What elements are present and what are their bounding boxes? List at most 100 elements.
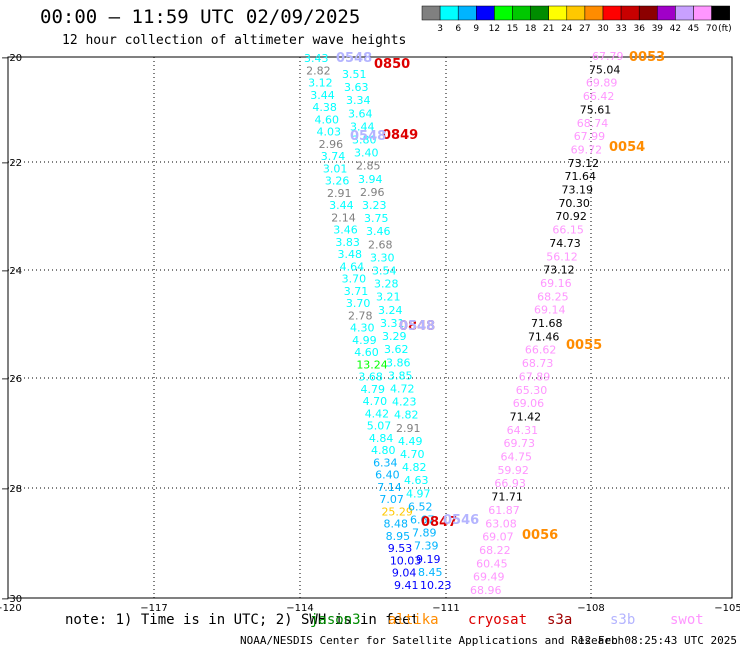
track-a-value: 4.79 [361,383,386,396]
lon-tick-label: −114 [286,603,313,614]
track-a-value: 25.29 [381,505,413,518]
track-a-value: 4.38 [312,101,337,114]
track-a-value: 6.34 [373,456,398,469]
track-a-value: 2.14 [331,211,356,224]
pass-time-label: 0848 [399,319,435,334]
lon-tick-label: −111 [432,603,459,614]
swot-value: 69.16 [540,277,572,290]
track-a-value: 10.03 [390,554,422,567]
track-b-value: 7.89 [412,527,437,540]
lat-tick-label: −30 [1,594,22,605]
legend-value: 24 [561,24,573,34]
legend-value: 36 [633,24,645,34]
lon-tick-label: −120 [0,603,22,614]
pass-time-label: 0548 [336,51,372,66]
track-a-value: 3.44 [329,199,354,212]
swot-value: 75.61 [580,103,612,116]
swot-value: 73.12 [568,157,600,170]
swot-value: 69.06 [513,397,545,410]
track-b-value: 4.23 [392,396,417,409]
color-legend: 3 6 9 12 15 18 21 24 27 30 33 36 39 42 45 70 (ft) [421,5,732,34]
track-a-value: 4.70 [363,395,388,408]
track-b-value: 3.64 [348,107,373,120]
track-b-value: 2.68 [368,238,393,251]
track-b-value: 3.62 [384,343,409,356]
track-a-value: 7.14 [377,481,402,494]
swot-value: 71.68 [531,317,563,330]
satellite-s3a: s3a [547,612,573,628]
swot-value: 60.45 [476,557,508,570]
pass-time-label: 0849 [382,128,418,143]
lat-tick-label: −28 [1,484,22,495]
track-a-value: 4.80 [371,444,396,457]
lat-tick-label: −20 [1,53,22,64]
map-plot: −120 −117 −114 −111 −108 −105 −20 −22 −24 −26 −28 −… [0,50,740,614]
track-a-value: 7.07 [379,493,404,506]
legend-value: 42 [670,24,681,34]
track-b-value: 3.46 [366,225,391,238]
satellite-altika: altika [388,612,439,628]
swot-value: 69.07 [482,531,514,544]
swot-value: 68.96 [470,584,502,597]
track-b-value: 4.97 [406,487,431,500]
pass-time-label: 0548 [399,319,435,334]
pass-time-label: 0546 [443,513,479,528]
plot-frame [7,56,733,599]
swot-value: 66.93 [494,477,526,490]
swot-value: 68.73 [522,357,554,370]
track-b-value: 3.31 [380,317,405,330]
track-a-value: 3.71 [344,285,369,298]
swot-value: 61.87 [488,504,520,517]
track-b-value: 10.23 [420,579,452,592]
track-b-value: 3.34 [346,94,371,107]
swot-value: 70.92 [555,210,587,223]
legend-value: 45 [688,24,699,34]
legend-value: 18 [525,24,537,34]
swot-value: 67.99 [574,130,606,143]
track-b-value: 6.67 [410,513,435,526]
pass-time-label: 0054 [609,140,645,155]
track-a-value: 9.04 [392,567,417,580]
generated-timestamp: 12 Feb 08:25:43 UTC 2025 [578,634,737,647]
track-b-value: 3.21 [376,291,401,304]
track-b-value: 3.24 [378,304,403,317]
legend-value: 12 [489,24,500,34]
legend-value: 21 [543,24,554,34]
swot-value: 64.75 [501,451,533,464]
legend-value: 15 [507,24,518,34]
track-b-value: 2.91 [396,422,421,435]
swot-value: 66.62 [525,344,557,357]
track-a-value: 3.74 [321,150,346,163]
track-a-value: 3.83 [335,236,360,249]
swot-value: 74.73 [549,237,581,250]
track-b-value: 3.29 [382,330,407,343]
track-a-value: 4.64 [340,260,365,273]
track-a-value: 3.68 [358,371,383,384]
track-a-value: 3.70 [346,297,371,310]
swot-value: 71.71 [491,491,522,504]
swot-value: 71.42 [510,410,542,423]
pass-time-label: 0056 [522,528,558,543]
track-a-value: 4.84 [369,432,394,445]
footnote: note: 1) Time is in UTC; 2) SWH is in fe… [65,612,420,628]
track-b-value: 2.85 [356,160,381,173]
lat-tick-label: −24 [1,266,22,277]
satellite-legend: jason3 altika cryosat s3a s3b swot [0,612,740,630]
satellite-s3b: s3b [610,612,636,628]
track-b-value: 3.51 [342,68,367,81]
lon-tick-label: −117 [140,603,167,614]
track-a-value: 5.07 [367,420,392,433]
track-b-value: 9.19 [416,553,441,566]
lon-tick-label: −105 [714,603,740,614]
pass-time-label: 0850 [374,57,410,72]
lat-tick-label: −26 [1,374,22,385]
track-a-value: 2.78 [348,309,373,322]
legend-unit: (ft) [718,24,732,34]
page-title: 00:00 – 11:59 UTC 02/09/2025 [40,6,361,28]
pass-time-label: 0847 [421,515,457,530]
swot-value: 67.79 [592,50,624,63]
track-a-value: 4.30 [350,322,375,335]
swot-value: 71.64 [565,170,597,183]
lat-tick-label: −22 [1,158,22,169]
track-a-value: 4.60 [314,113,339,126]
